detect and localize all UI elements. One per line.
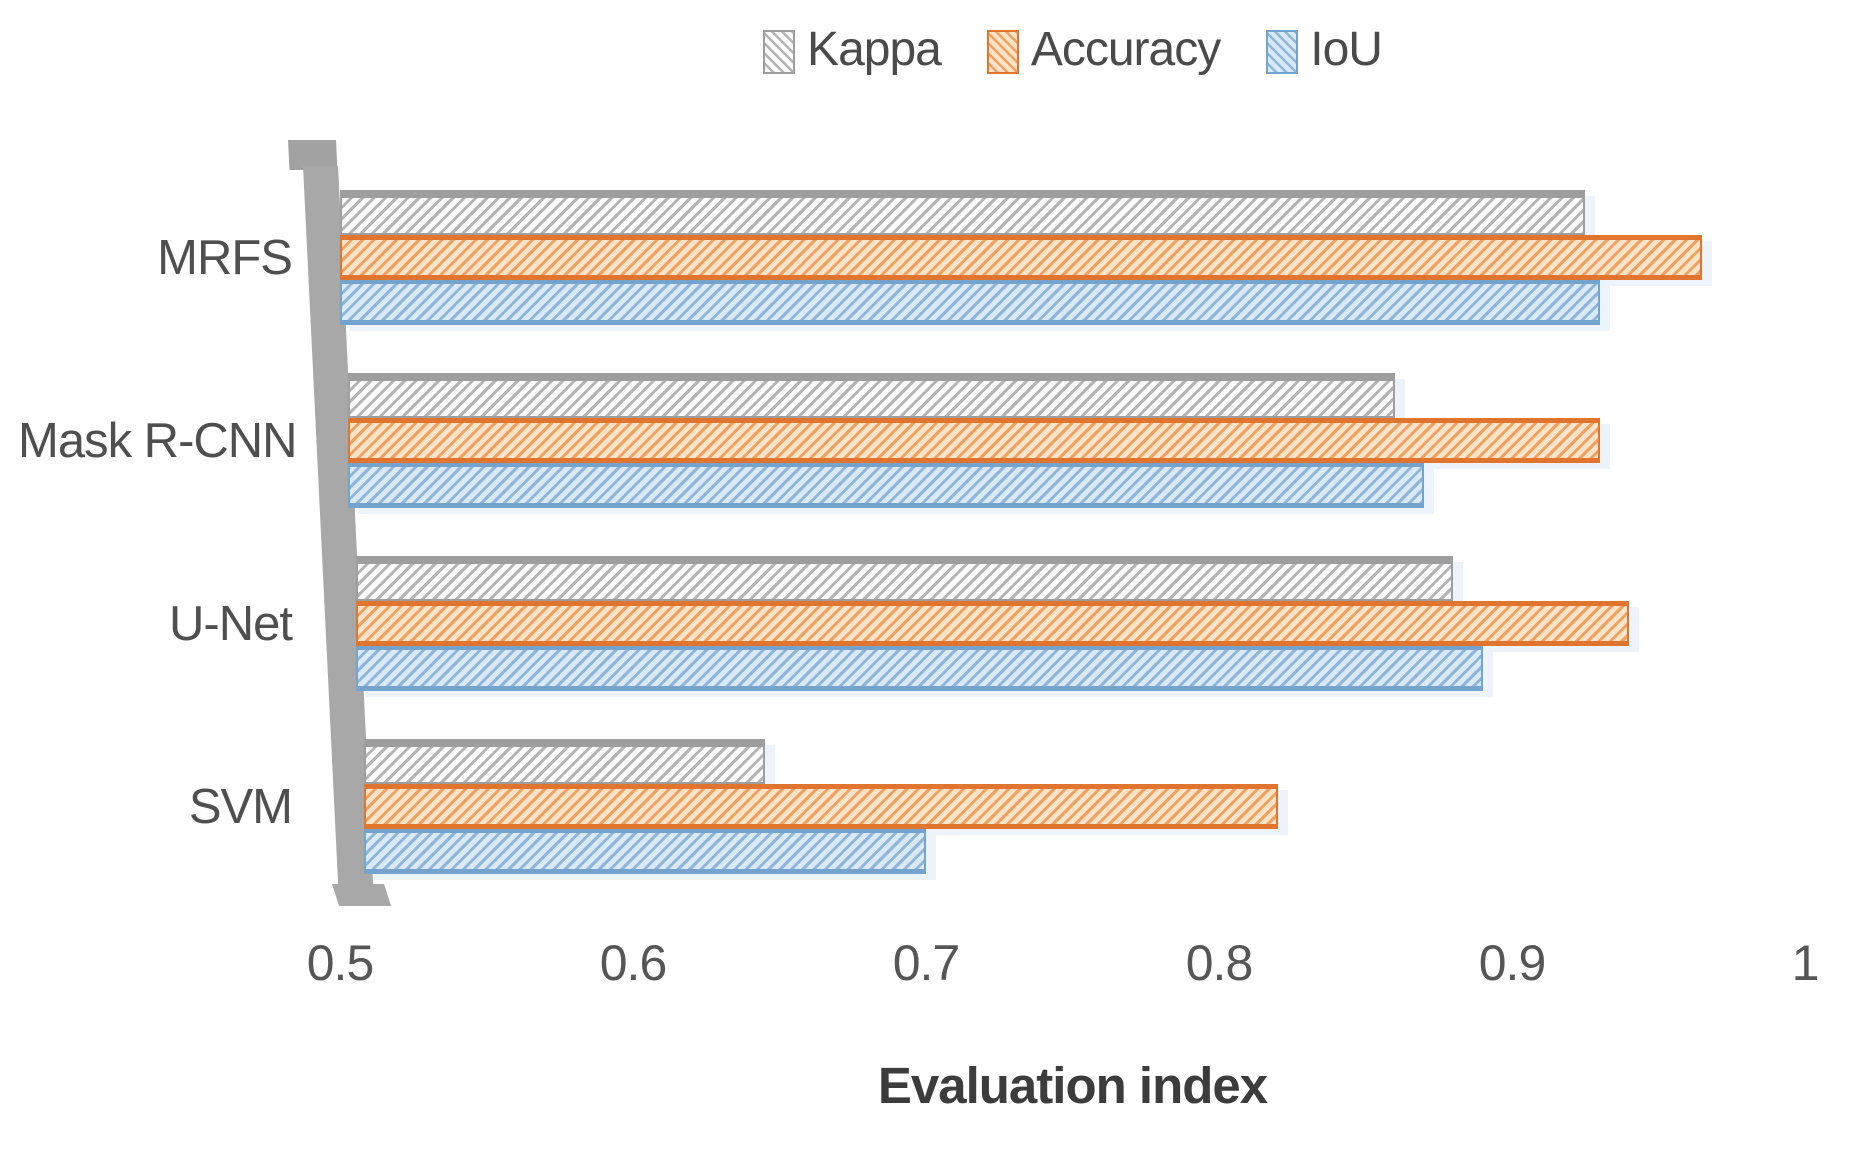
x-tick-0-6: 0.6 [599, 935, 668, 991]
category-label-mask-r-cnn: Mask R-CNN [18, 414, 298, 468]
x-tick-0-9: 0.9 [1478, 935, 1547, 991]
bar-mask-r-cnn-iou [348, 463, 1425, 508]
bar-mrfs-iou [340, 280, 1600, 325]
legend-swatch-iou [1266, 30, 1299, 74]
legend-item-accuracy: Accuracy [986, 23, 1221, 78]
x-tick-1: 1 [1791, 935, 1820, 991]
bar-mrfs-accuracy [340, 235, 1703, 280]
bar-svm-accuracy [364, 784, 1278, 829]
x-axis-title: Evaluation index [877, 1057, 1268, 1114]
chart-legend: Kappa Accuracy IoU [340, 22, 1805, 82]
legend-item-kappa: Kappa [763, 23, 942, 78]
legend-swatch-accuracy [986, 30, 1019, 74]
bar-u-net-accuracy [356, 601, 1630, 646]
x-tick-0-7: 0.7 [892, 935, 961, 991]
legend-label-accuracy: Accuracy [1030, 23, 1221, 76]
bar-svm-iou [364, 829, 926, 874]
x-tick-0-8: 0.8 [1185, 935, 1254, 991]
bar-u-net-iou [356, 646, 1483, 691]
bar-mask-r-cnn-kappa [348, 373, 1395, 418]
legend-label-kappa: Kappa [807, 23, 942, 76]
legend-item-iou: IoU [1266, 23, 1383, 78]
legend-label-iou: IoU [1310, 23, 1383, 76]
bar-u-net-kappa [356, 556, 1454, 601]
category-label-u-net: U-Net [169, 597, 293, 651]
category-label-svm: SVM [188, 780, 293, 834]
category-label-mrfs: MRFS [157, 231, 293, 285]
y-axis-spine-foot [332, 884, 392, 906]
bar-svm-kappa [364, 739, 765, 784]
bar-mask-r-cnn-accuracy [348, 418, 1600, 463]
legend-swatch-kappa [763, 30, 796, 74]
bar-mrfs-kappa [340, 190, 1586, 235]
x-tick-0-5: 0.5 [306, 935, 375, 991]
